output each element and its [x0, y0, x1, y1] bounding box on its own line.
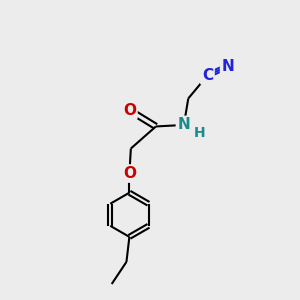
- Text: C: C: [202, 68, 213, 83]
- Text: N: N: [222, 58, 234, 74]
- Text: H: H: [194, 126, 205, 140]
- Text: O: O: [123, 166, 136, 181]
- Text: O: O: [123, 103, 136, 118]
- Text: N: N: [178, 118, 190, 133]
